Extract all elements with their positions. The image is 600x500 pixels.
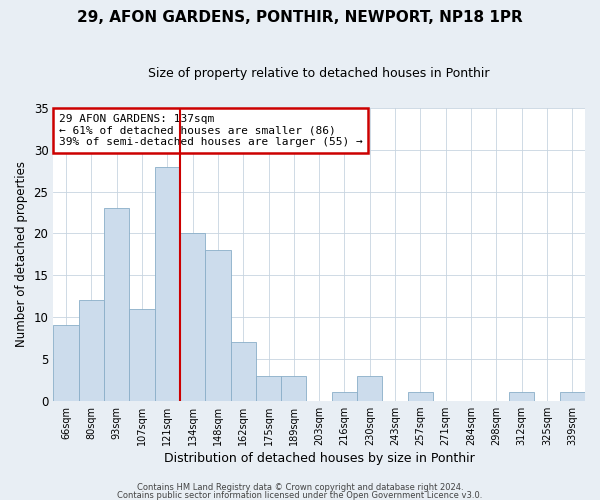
Bar	[408, 392, 433, 400]
Bar	[256, 376, 281, 400]
Bar	[79, 300, 104, 400]
Bar	[104, 208, 129, 400]
Text: 29, AFON GARDENS, PONTHIR, NEWPORT, NP18 1PR: 29, AFON GARDENS, PONTHIR, NEWPORT, NP18…	[77, 10, 523, 25]
Y-axis label: Number of detached properties: Number of detached properties	[15, 162, 28, 348]
Bar	[332, 392, 357, 400]
Title: Size of property relative to detached houses in Ponthir: Size of property relative to detached ho…	[148, 68, 490, 80]
Text: Contains HM Land Registry data © Crown copyright and database right 2024.: Contains HM Land Registry data © Crown c…	[137, 484, 463, 492]
Bar	[155, 166, 180, 400]
Bar	[509, 392, 535, 400]
Bar	[205, 250, 230, 400]
Bar	[560, 392, 585, 400]
Bar	[180, 234, 205, 400]
Bar	[357, 376, 382, 400]
Bar	[281, 376, 307, 400]
Text: 29 AFON GARDENS: 137sqm
← 61% of detached houses are smaller (86)
39% of semi-de: 29 AFON GARDENS: 137sqm ← 61% of detache…	[59, 114, 362, 147]
Bar	[53, 326, 79, 400]
Bar	[230, 342, 256, 400]
Text: Contains public sector information licensed under the Open Government Licence v3: Contains public sector information licen…	[118, 490, 482, 500]
X-axis label: Distribution of detached houses by size in Ponthir: Distribution of detached houses by size …	[164, 452, 475, 465]
Bar	[129, 308, 155, 400]
